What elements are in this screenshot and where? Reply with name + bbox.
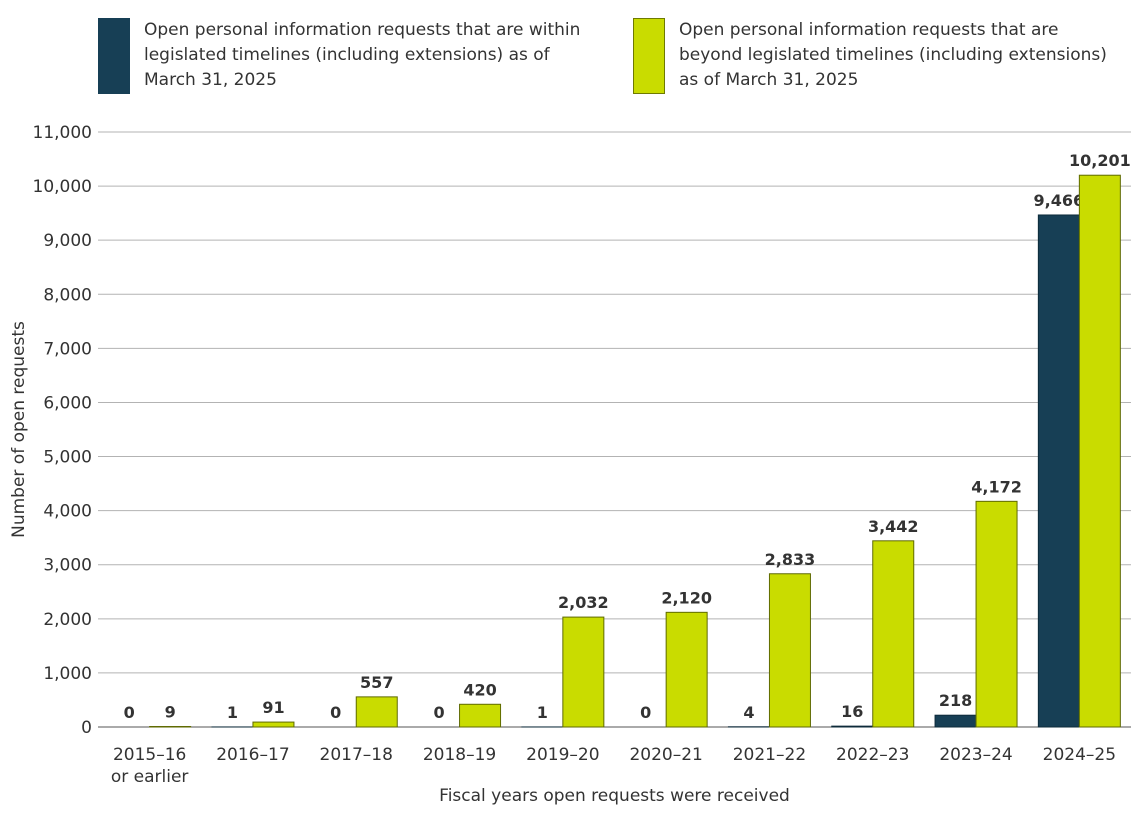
x-tick-label: 2016–17 — [216, 745, 289, 765]
bar-beyond — [252, 721, 295, 728]
bar-beyond — [562, 616, 605, 728]
bar-within — [1037, 214, 1080, 728]
data-label-beyond: 2,120 — [661, 588, 712, 607]
x-tick-label: 2024–25 — [1043, 745, 1116, 765]
legend-swatch-beyond — [633, 18, 665, 94]
y-tick-label: 11,000 — [33, 123, 92, 143]
data-label-within: 1 — [227, 703, 238, 722]
bar-beyond — [355, 696, 398, 728]
data-label-beyond: 2,032 — [558, 593, 609, 612]
data-label-within: 9,466 — [1034, 191, 1085, 210]
data-label-beyond: 3,442 — [868, 517, 919, 536]
data-label-within: 218 — [939, 691, 972, 710]
legend-beyond-line-1: Open personal information requests that … — [679, 20, 1059, 40]
legend-beyond-line-2: beyond legislated timelines (including e… — [679, 45, 1107, 65]
data-label-beyond: 557 — [360, 673, 393, 692]
x-tick-label: 2021–22 — [733, 745, 806, 765]
y-tick-label: 4,000 — [43, 502, 92, 522]
bar-within — [934, 714, 977, 728]
y-tick-label: 8,000 — [43, 285, 92, 305]
legend-swatch-within — [98, 18, 130, 94]
data-label-within: 0 — [640, 703, 651, 722]
x-tick-label: 2017–18 — [320, 745, 393, 765]
legend-label-beyond: Open personal information requests that … — [679, 18, 1107, 93]
y-tick-label: 10,000 — [33, 177, 92, 197]
bar-within — [831, 725, 874, 728]
data-label-within: 0 — [124, 703, 135, 722]
data-label-beyond: 10,201 — [1069, 151, 1131, 170]
data-label-beyond: 4,172 — [971, 477, 1022, 496]
x-tick-label: 2020–21 — [629, 745, 702, 765]
data-label-beyond: 9 — [165, 703, 176, 722]
x-tick-label: 2018–19 — [423, 745, 496, 765]
data-label-beyond: 2,833 — [765, 550, 816, 569]
y-tick-label: 1,000 — [43, 664, 92, 684]
legend-beyond-line-3: as of March 31, 2025 — [679, 70, 859, 90]
legend-item-beyond: Open personal information requests that … — [633, 18, 1133, 94]
y-tick-label: 9,000 — [43, 231, 92, 251]
data-label-within: 16 — [841, 702, 863, 721]
data-label-within: 0 — [433, 703, 444, 722]
legend-within-line-1: Open personal information requests that … — [144, 20, 581, 40]
data-label-within: 0 — [330, 703, 341, 722]
legend-item-within: Open personal information requests that … — [98, 18, 618, 94]
y-tick-label: 0 — [81, 718, 92, 738]
bar-beyond — [872, 540, 915, 728]
y-tick-label: 2,000 — [43, 610, 92, 630]
y-axis-title: Number of open requests — [9, 321, 29, 538]
chart-legend: Open personal information requests that … — [98, 18, 1138, 98]
bar-beyond — [665, 611, 708, 728]
y-tick-label: 5,000 — [43, 448, 92, 468]
x-tick-label: or earlier — [111, 767, 189, 787]
bar-beyond — [459, 703, 502, 728]
data-label-within: 4 — [743, 703, 754, 722]
bar-beyond — [1078, 174, 1121, 728]
x-tick-label: 2015–16 — [113, 745, 186, 765]
x-tick-label: 2019–20 — [526, 745, 599, 765]
legend-label-within: Open personal information requests that … — [144, 18, 580, 93]
bar-beyond — [768, 573, 811, 728]
y-tick-label: 6,000 — [43, 393, 92, 413]
x-tick-label: 2022–23 — [836, 745, 909, 765]
legend-within-line-2: legislated timelines (including extensio… — [144, 45, 550, 65]
data-label-within: 1 — [537, 703, 548, 722]
y-tick-label: 7,000 — [43, 339, 92, 359]
x-axis-title: Fiscal years open requests were received — [439, 786, 790, 806]
legend-within-line-3: March 31, 2025 — [144, 70, 277, 90]
y-tick-label: 3,000 — [43, 556, 92, 576]
x-tick-label: 2023–24 — [939, 745, 1012, 765]
data-label-beyond: 420 — [463, 680, 496, 699]
data-label-beyond: 91 — [262, 698, 284, 717]
bar-beyond — [975, 500, 1018, 728]
